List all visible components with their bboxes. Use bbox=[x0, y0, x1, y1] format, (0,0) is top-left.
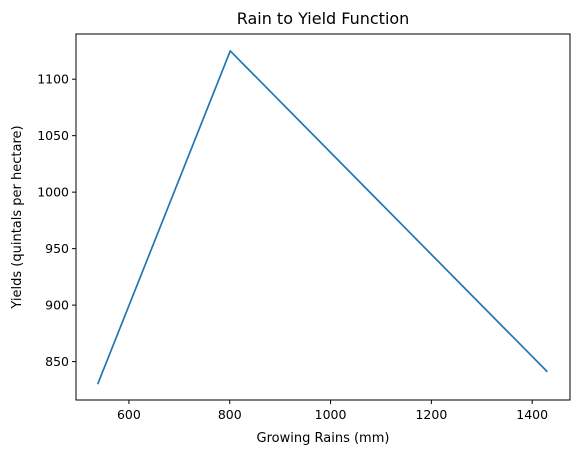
y-axis: 850 900 950 1000 1050 1100 bbox=[37, 72, 76, 369]
x-tick-label: 1000 bbox=[315, 407, 347, 422]
x-tick-label: 1200 bbox=[415, 407, 447, 422]
x-axis: 600 800 1000 1200 1400 bbox=[117, 400, 548, 422]
x-axis-label: Growing Rains (mm) bbox=[257, 431, 390, 446]
series-line bbox=[96, 50, 548, 385]
y-tick-label: 950 bbox=[45, 241, 69, 256]
plot-frame bbox=[75, 33, 571, 401]
series-layer bbox=[96, 50, 548, 385]
y-tick-label: 1100 bbox=[37, 72, 69, 87]
chart-title: Rain to Yield Function bbox=[237, 9, 410, 28]
y-tick-label: 850 bbox=[45, 354, 69, 369]
y-axis-label: Yields (quintals per hectare) bbox=[10, 125, 25, 309]
plot-area: 600 800 1000 1200 1400 850 900 950 1000 1050 1100 bbox=[37, 33, 571, 422]
y-tick-label: 1000 bbox=[37, 185, 69, 200]
y-tick-label: 900 bbox=[45, 298, 69, 313]
y-tick-label: 1050 bbox=[37, 128, 69, 143]
x-tick-label: 800 bbox=[218, 407, 242, 422]
x-tick-label: 600 bbox=[117, 407, 141, 422]
x-tick-label: 1400 bbox=[516, 407, 548, 422]
